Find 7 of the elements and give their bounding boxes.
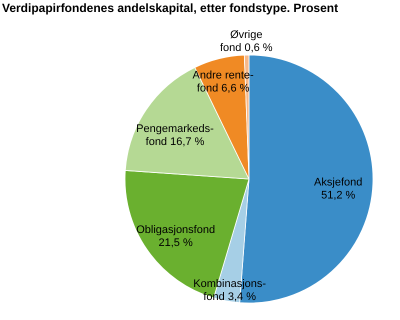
slice-label: Øvrige fond 0,6 % xyxy=(220,29,273,54)
slice-label: Obligasjonsfond xyxy=(136,224,216,236)
chart-title: Verdipapirfondenes andelskapital, etter fondstype. Prosent xyxy=(2,1,338,15)
data-label: 21,5 % xyxy=(158,236,193,249)
data-label: 51,2 % xyxy=(321,189,356,202)
slice-label: Pengemarkeds-fond 16,7 % xyxy=(136,123,214,148)
slice-label: Aksjefond xyxy=(314,176,362,188)
